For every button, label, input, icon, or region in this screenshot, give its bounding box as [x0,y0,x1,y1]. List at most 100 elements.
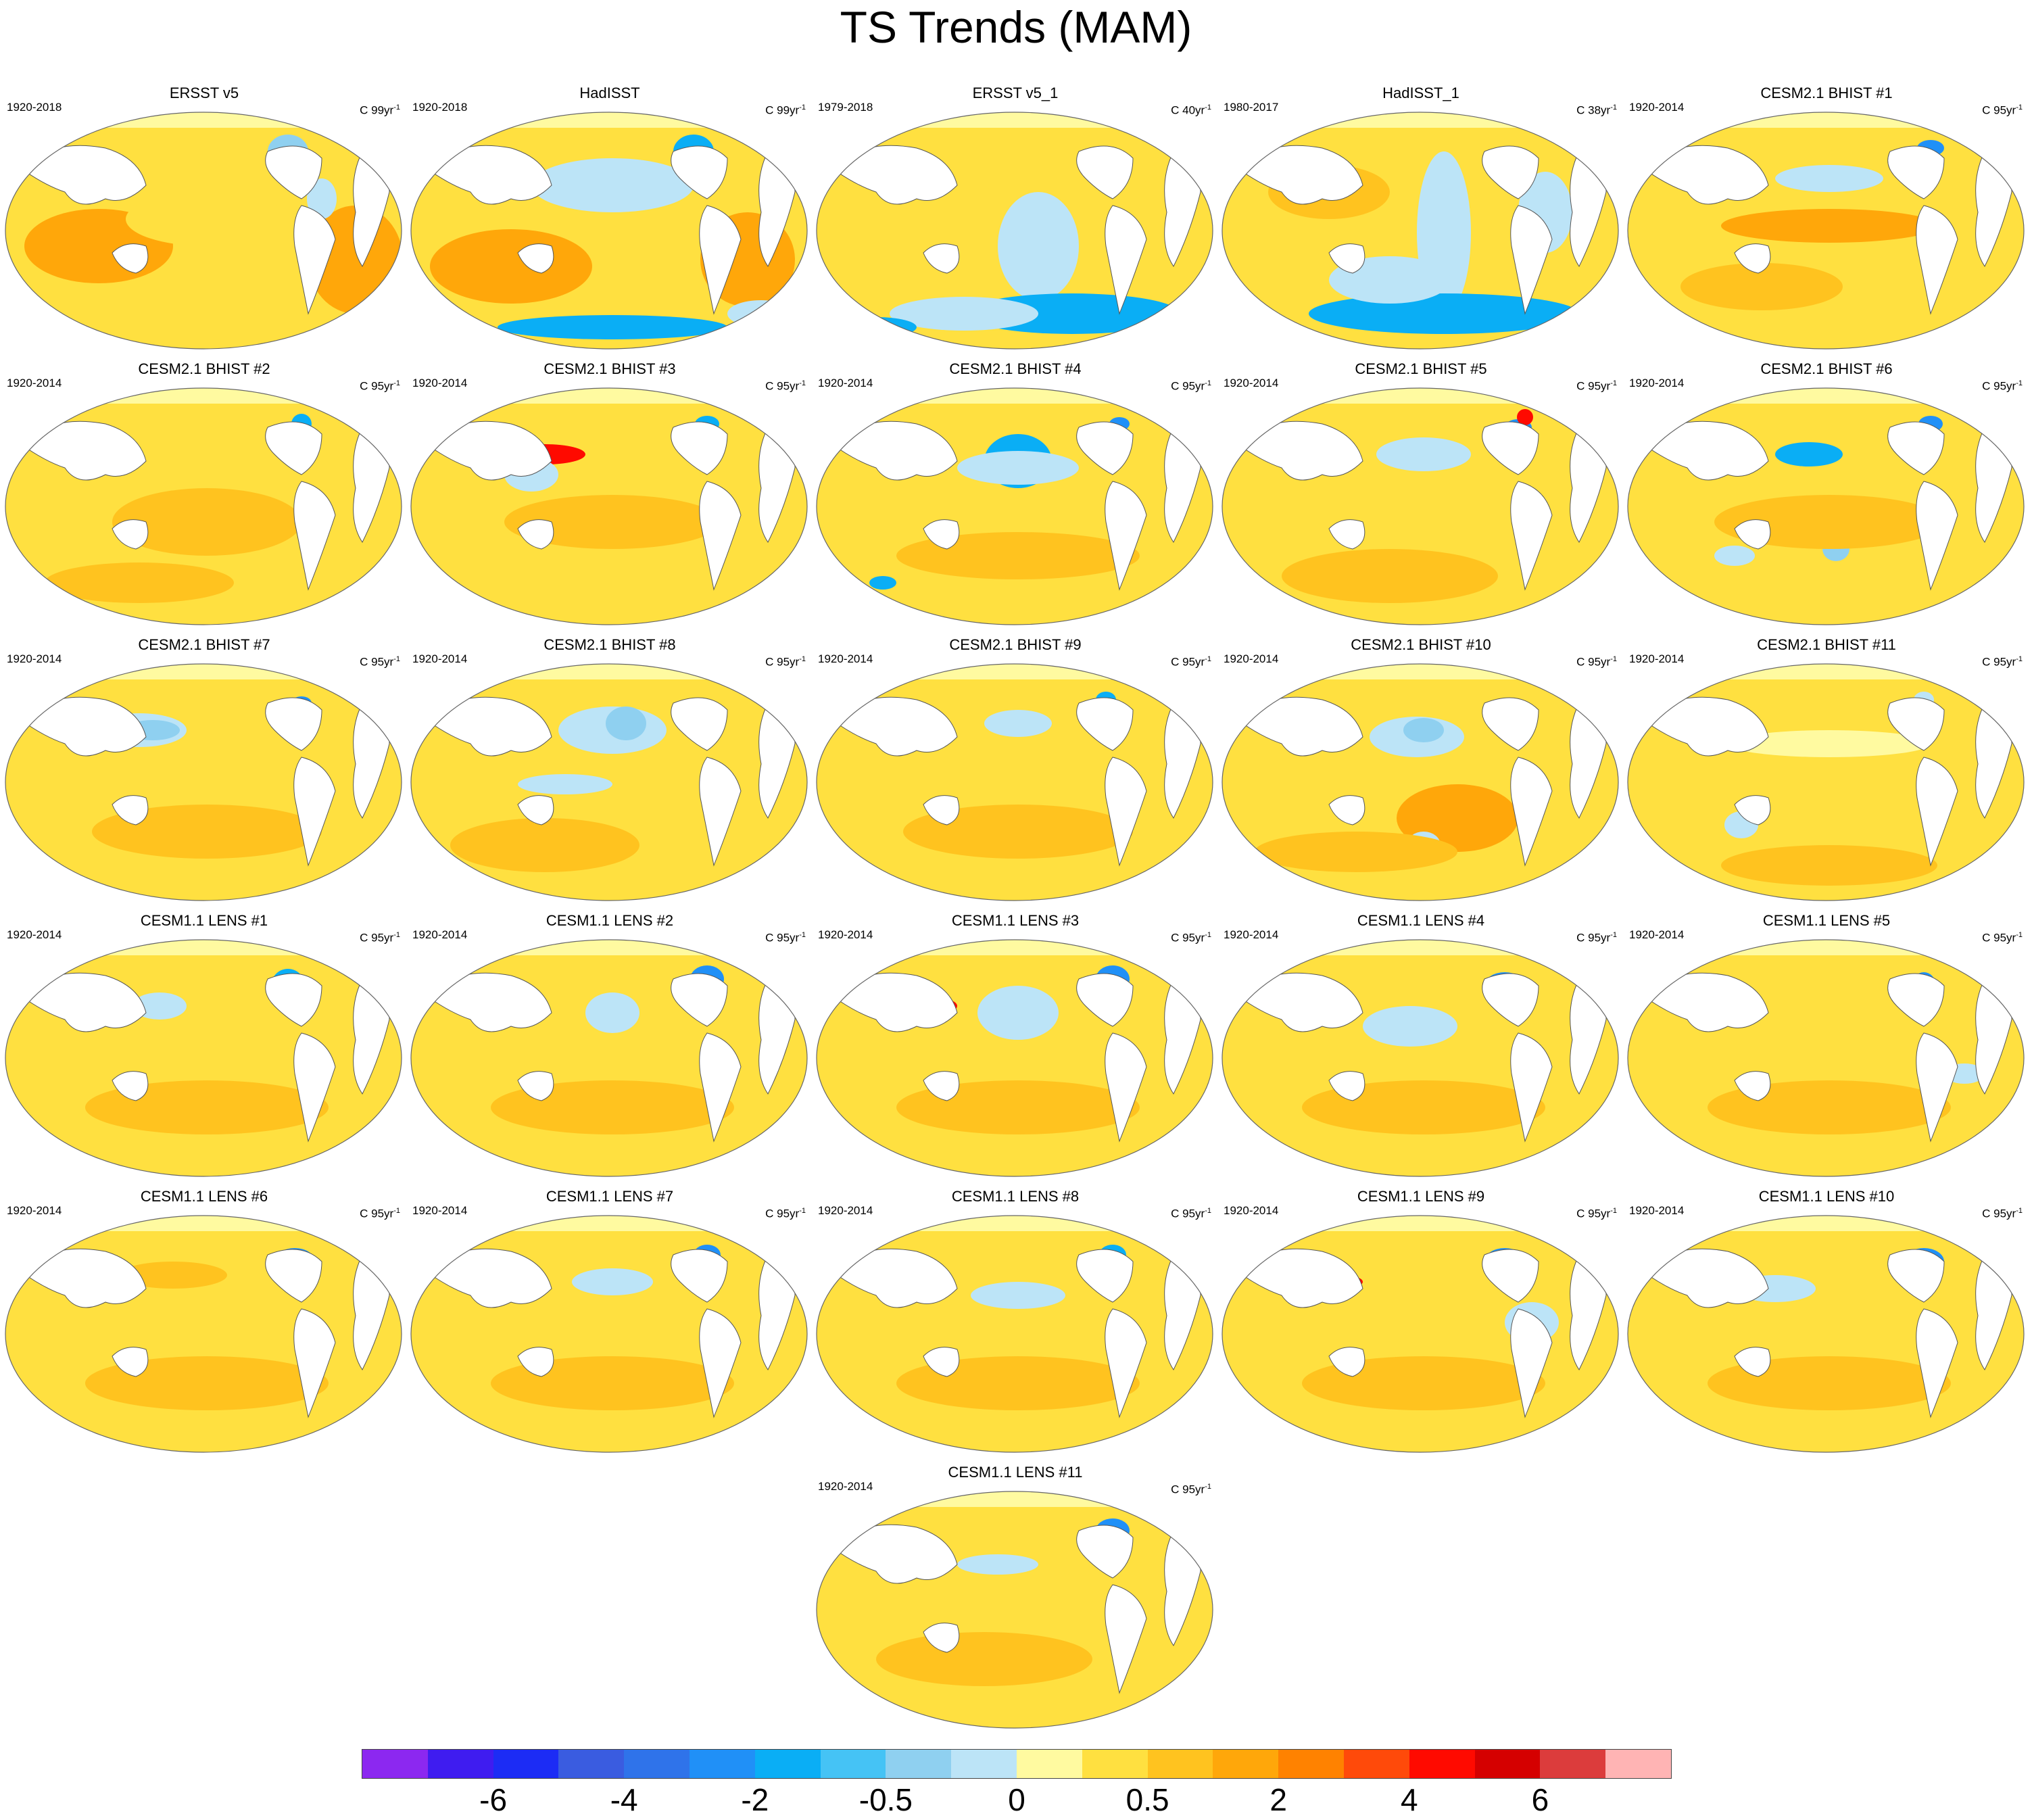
panel-period: 1920-2014 [1224,377,1279,389]
arctic-band [1628,664,2024,679]
landmass-shape [20,696,147,757]
panel-title: CESM1.1 LENS #7 [546,1188,674,1205]
landmass-shape [517,243,554,274]
trend-anomaly-region [977,986,1059,1040]
robinson-map [410,387,808,625]
landmass-shape [265,421,322,475]
robinson-map [1627,1215,2025,1453]
panel-units-exponent: -1 [1205,1483,1211,1491]
landmass-shape [831,145,958,205]
landmass-shape [699,1308,742,1418]
panel-period: 1920-2014 [412,377,468,389]
colorbar-box [820,1750,886,1778]
panel-period: 1920-2014 [1224,928,1279,941]
landmass-shape [1916,481,1958,591]
trend-anomaly-region [998,192,1079,300]
panel-units-text: C 95yr [1576,931,1611,944]
panel-units-exponent: -1 [2016,1207,2023,1215]
landmass-shape [1237,145,1363,205]
trend-anomaly-region [957,451,1079,485]
arctic-band [817,664,1213,679]
arctic-band [817,1491,1213,1507]
panel-period: 1920-2018 [7,101,62,114]
trend-anomaly-region [1721,845,1937,886]
panel-units-exponent: -1 [2016,103,2023,112]
panel-units-text: C 95yr [765,379,800,393]
panel-period: 1920-2014 [818,1204,873,1217]
trend-anomaly-region [1302,1080,1545,1134]
landmass-shape [1734,1347,1771,1377]
trend-anomaly-region [119,1262,227,1289]
panel-units: C 95yr-1 [1982,1203,2023,1222]
panel-period: 1920-2014 [1224,1204,1279,1217]
panel-title: CESM2.1 BHIST #5 [1355,360,1487,377]
panel-units-text: C 95yr [1171,1483,1205,1496]
map-panel: CESM1.1 LENS #11 1920-2014 C 95yr-1 [813,1463,1218,1733]
trend-anomaly-region [504,495,721,549]
arctic-band [411,664,807,679]
landmass-shape [20,972,147,1032]
panel-units-text: C 99yr [765,103,800,117]
landmass-shape [265,973,322,1027]
trend-anomaly-region [876,1632,1092,1686]
panel-units-exponent: -1 [799,103,806,112]
panel-units: C 40yr-1 [1171,100,1211,118]
arctic-band [1222,1216,1618,1231]
map-panel: CESM2.1 BHIST #9 1920-2014 C 95yr-1 [813,636,1218,906]
map-panel: CESM2.1 BHIST #4 1920-2014 C 95yr-1 [813,360,1218,630]
panel-units-exponent: -1 [393,379,400,387]
panel-period: 1920-2014 [7,652,62,665]
landmass-shape [1482,1249,1539,1303]
landmass-shape [1237,1248,1363,1308]
arctic-band [817,388,1213,404]
trend-anomaly-region [307,178,337,219]
trend-anomaly-region [1775,442,1843,466]
arctic-band [1628,940,2024,955]
landmass-shape [1510,757,1553,867]
panel-units-exponent: -1 [1205,655,1211,663]
arctic-band [411,940,807,955]
panel-units-exponent: -1 [2016,931,2023,939]
map-panel: ERSST v5_1 1979-2018 C 40yr-1 [813,84,1218,354]
map-panel: CESM1.1 LENS #7 1920-2014 C 95yr-1 [407,1187,813,1458]
map-border [5,387,402,625]
map-panel: CESM1.1 LENS #5 1920-2014 C 95yr-1 [1624,911,2029,1182]
trend-anomaly-region [45,562,234,603]
landmass-shape [112,795,149,825]
landmass-shape [1482,421,1539,475]
map-border [816,387,1213,625]
panel-units: C 95yr-1 [1171,1479,1211,1498]
panel-title: CESM1.1 LENS #9 [1357,1188,1485,1205]
map-panel: CESM1.1 LENS #2 1920-2014 C 95yr-1 [407,911,813,1182]
trend-anomaly-region [1708,1356,1951,1410]
landmass-shape [923,795,960,825]
robinson-map [816,1215,1213,1453]
map-border [410,387,808,625]
trend-anomaly-region [585,992,639,1033]
panel-units: C 95yr-1 [1982,100,2023,118]
landmass-shape [426,972,552,1032]
landmass-shape [1887,697,1945,751]
robinson-map [1221,1215,1619,1453]
panel-units-exponent: -1 [799,655,806,663]
landmass-shape [1734,1071,1771,1101]
trend-anomaly-region [531,158,694,212]
landmass-shape [923,1623,960,1653]
panel-period: 1920-2014 [1629,377,1685,389]
panel-units-text: C 95yr [360,931,394,944]
panel-units-text: C 95yr [1982,931,2016,944]
map-panel: ERSST v5 1920-2018 C 99yr-1 [1,84,407,354]
colorbar-box [624,1750,690,1778]
landmass-shape [293,481,336,591]
arctic-band [1222,112,1618,128]
trend-anomaly-region [498,315,727,339]
panel-title: CESM1.1 LENS #10 [1758,1188,1895,1205]
landmass-shape [831,1248,958,1308]
arctic-band [817,940,1213,955]
robinson-map [1627,387,2025,625]
panel-units-exponent: -1 [1610,103,1617,112]
panel-title: CESM1.1 LENS #4 [1357,912,1485,929]
panel-units: C 95yr-1 [1982,376,2023,394]
panel-units-text: C 95yr [1576,1207,1611,1220]
